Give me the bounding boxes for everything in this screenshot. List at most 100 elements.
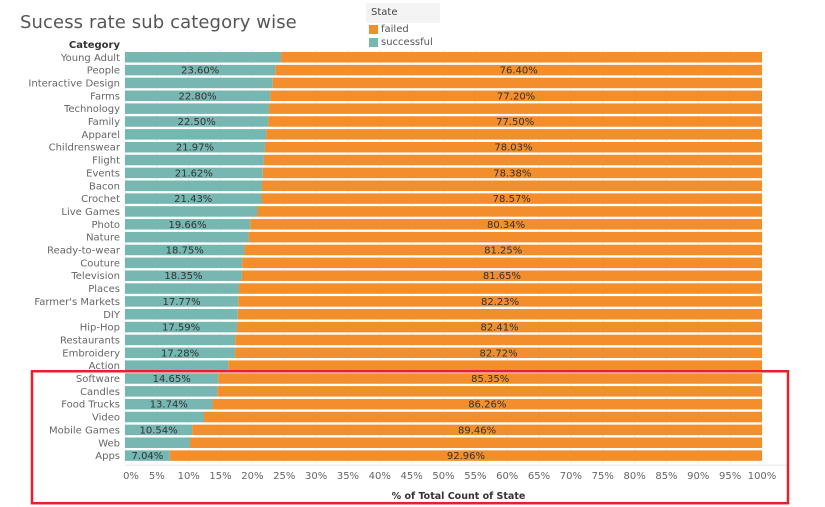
bar-failed[interactable] xyxy=(235,347,762,359)
bar-successful[interactable] xyxy=(125,398,213,410)
bar-successful[interactable] xyxy=(125,64,276,76)
bar-failed[interactable] xyxy=(266,129,762,140)
data-label-successful: 23.60% xyxy=(181,66,219,77)
bar-failed[interactable] xyxy=(169,450,763,461)
category-label: Events xyxy=(86,168,120,179)
bar-successful[interactable] xyxy=(125,283,240,294)
data-label-successful: 21.62% xyxy=(175,168,213,179)
category-label: Action xyxy=(89,361,120,372)
category-axis-header: Category xyxy=(68,40,120,51)
category-label: Couture xyxy=(80,258,120,269)
bar-failed[interactable] xyxy=(192,424,763,436)
bar-failed[interactable] xyxy=(263,154,762,166)
bar-successful[interactable] xyxy=(125,154,264,166)
bar-successful[interactable] xyxy=(125,231,249,243)
category-label: Web xyxy=(98,438,120,449)
chart-title: Sucess rate sub category wise xyxy=(20,12,297,33)
bar-successful[interactable] xyxy=(125,270,242,281)
bar-failed[interactable] xyxy=(237,321,763,333)
bar-failed[interactable] xyxy=(268,116,762,127)
bar-successful[interactable] xyxy=(125,90,271,102)
bar-failed[interactable] xyxy=(268,103,762,114)
data-label-failed: 78.03% xyxy=(494,143,532,154)
bar-successful[interactable] xyxy=(125,193,262,204)
legend-swatch-successful xyxy=(369,38,378,47)
bar-failed[interactable] xyxy=(264,141,762,153)
bar-successful[interactable] xyxy=(125,129,267,140)
bar-failed[interactable] xyxy=(242,257,762,269)
legend-label-failed: failed xyxy=(381,24,409,35)
bar-failed[interactable] xyxy=(270,90,762,102)
data-label-successful: 22.50% xyxy=(178,117,216,128)
bar-failed[interactable] xyxy=(248,231,762,243)
x-tick-label: 15% xyxy=(209,471,231,482)
bar-failed[interactable] xyxy=(238,296,763,307)
category-label: Hip-Hop xyxy=(80,323,120,334)
bar-failed[interactable] xyxy=(189,437,762,449)
bar-successful[interactable] xyxy=(125,77,273,89)
data-label-successful: 17.28% xyxy=(161,348,199,359)
bar-successful[interactable] xyxy=(125,219,251,230)
bar-failed[interactable] xyxy=(241,270,762,281)
bar-successful[interactable] xyxy=(125,411,204,423)
data-label-failed: 82.23% xyxy=(481,297,519,308)
legend-label-successful: successful xyxy=(381,37,433,48)
bar-successful[interactable] xyxy=(125,206,258,217)
bar-failed[interactable] xyxy=(218,373,762,384)
category-label: Software xyxy=(76,374,120,385)
bar-successful[interactable] xyxy=(125,103,269,114)
bar-failed[interactable] xyxy=(203,411,762,423)
data-label-failed: 82.41% xyxy=(480,323,518,334)
bar-failed[interactable] xyxy=(212,398,762,410)
bar-failed[interactable] xyxy=(237,309,762,320)
bar-failed[interactable] xyxy=(244,244,762,256)
bar-failed[interactable] xyxy=(250,219,763,230)
bar-successful[interactable] xyxy=(125,141,265,153)
bar-failed[interactable] xyxy=(272,77,762,89)
data-label-successful: 18.35% xyxy=(164,271,202,282)
bar-failed[interactable] xyxy=(262,167,762,179)
bar-failed[interactable] xyxy=(228,360,763,371)
bar-failed[interactable] xyxy=(275,64,762,76)
x-tick-label: 0% xyxy=(123,471,139,482)
x-axis-title: % of Total Count of State xyxy=(392,491,526,502)
bar-successful[interactable] xyxy=(125,244,245,256)
bar-successful[interactable] xyxy=(125,309,238,320)
bar-successful[interactable] xyxy=(125,167,263,179)
legend-item-successful[interactable]: successful xyxy=(366,36,440,49)
category-label: Photo xyxy=(91,220,120,231)
x-tick-label: 85% xyxy=(655,471,677,482)
bar-failed[interactable] xyxy=(217,386,763,397)
bar-successful[interactable] xyxy=(125,450,170,461)
bar-successful[interactable] xyxy=(125,373,219,384)
bar-successful[interactable] xyxy=(125,386,218,397)
bar-successful[interactable] xyxy=(125,180,262,192)
bar-failed[interactable] xyxy=(281,52,762,63)
category-label: Interactive Design xyxy=(28,78,120,89)
bar-successful[interactable] xyxy=(125,334,236,346)
bar-failed[interactable] xyxy=(257,206,762,217)
bar-successful[interactable] xyxy=(125,52,282,63)
bar-failed[interactable] xyxy=(239,283,762,294)
bar-successful[interactable] xyxy=(125,296,239,307)
data-label-failed: 80.34% xyxy=(487,220,525,231)
data-label-failed: 77.20% xyxy=(497,91,535,102)
bar-failed[interactable] xyxy=(235,334,763,346)
data-label-successful: 14.65% xyxy=(153,374,191,385)
bar-failed[interactable] xyxy=(261,180,762,192)
data-label-failed: 81.25% xyxy=(484,246,522,257)
bar-successful[interactable] xyxy=(125,347,236,359)
bar-successful[interactable] xyxy=(125,360,229,371)
x-tick-label: 55% xyxy=(464,471,486,482)
bar-successful[interactable] xyxy=(125,116,269,127)
legend-title: State xyxy=(366,3,440,23)
category-label: Technology xyxy=(63,104,120,115)
data-label-successful: 22.80% xyxy=(179,91,217,102)
bar-successful[interactable] xyxy=(125,257,243,269)
bar-successful[interactable] xyxy=(125,437,190,449)
bar-successful[interactable] xyxy=(125,424,193,436)
legend-item-failed[interactable]: failed xyxy=(366,23,440,36)
bar-failed[interactable] xyxy=(261,193,762,204)
bar-successful[interactable] xyxy=(125,321,238,333)
data-label-failed: 81.65% xyxy=(483,271,521,282)
